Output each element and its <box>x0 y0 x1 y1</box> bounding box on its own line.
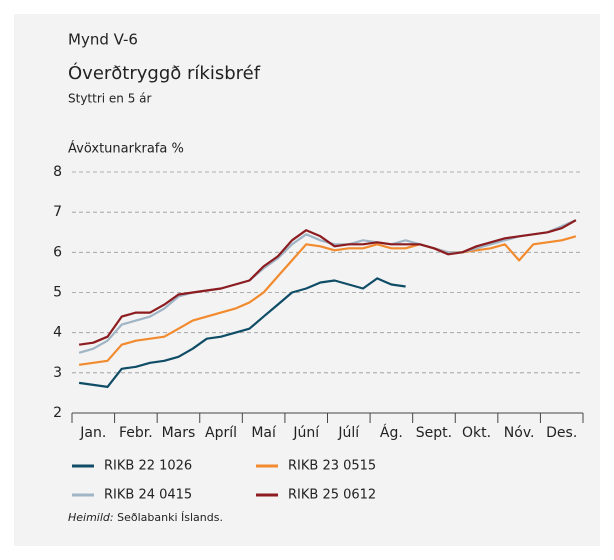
y-tick-label: 8 <box>53 164 62 180</box>
chart-title: Óverðtryggð ríkisbréf <box>68 62 261 84</box>
source-label: Heimild: <box>68 511 114 524</box>
x-tick-label: Mars <box>162 425 196 441</box>
y-axis-label: Ávöxtunarkrafa % <box>68 141 184 157</box>
x-tick-label: Okt. <box>462 425 491 441</box>
series-line <box>78 219 577 346</box>
panel <box>14 14 600 546</box>
x-tick-label: Júní <box>292 425 320 441</box>
legend-label: RIKB 25 0612 <box>288 488 376 503</box>
legend-label: RIKB 22 1026 <box>104 459 192 474</box>
y-tick-label: 5 <box>53 285 62 301</box>
subtitle: Styttri en 5 ár <box>68 92 152 106</box>
x-tick-label: Ág. <box>380 424 403 441</box>
x-tick-label: Febr. <box>119 425 153 441</box>
x-tick-label: Sept. <box>416 425 452 441</box>
source-text: Seðlabanki Íslands. <box>117 511 223 524</box>
x-tick-label: Júlí <box>337 425 360 441</box>
legend-label: RIKB 24 0415 <box>104 488 192 503</box>
y-tick-label: 4 <box>53 325 62 341</box>
x-tick-label: Jan. <box>79 425 106 441</box>
series-line <box>78 235 577 366</box>
y-tick-label: 3 <box>53 365 62 381</box>
x-tick-label: Des. <box>546 425 577 441</box>
y-tick-label: 7 <box>53 204 62 220</box>
series-line <box>78 277 406 388</box>
y-tick-label: 2 <box>53 405 62 421</box>
x-tick-label: Nóv. <box>504 425 535 441</box>
source: Heimild: Seðlabanki Íslands. <box>68 511 223 524</box>
kicker: Mynd V-6 <box>68 31 138 49</box>
x-tick-label: Apríl <box>205 425 237 441</box>
y-tick-label: 6 <box>53 244 62 260</box>
x-tick-label: Maí <box>251 425 277 441</box>
legend-label: RIKB 23 0515 <box>288 459 376 474</box>
